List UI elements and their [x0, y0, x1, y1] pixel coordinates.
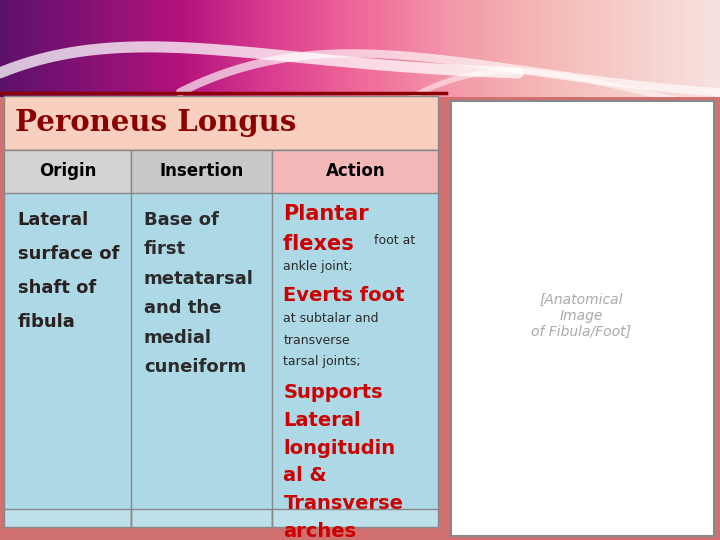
Text: Supports: Supports: [284, 383, 383, 402]
FancyBboxPatch shape: [4, 509, 130, 526]
FancyBboxPatch shape: [4, 150, 438, 526]
FancyBboxPatch shape: [130, 150, 272, 193]
Text: Plantar: Plantar: [284, 204, 369, 224]
Text: Action: Action: [325, 163, 385, 180]
Text: Lateral: Lateral: [284, 411, 361, 430]
Text: cuneiform: cuneiform: [144, 359, 246, 376]
Text: Insertion: Insertion: [159, 163, 243, 180]
Text: shaft of: shaft of: [18, 279, 96, 296]
FancyBboxPatch shape: [130, 509, 272, 526]
Text: [Anatomical
Image
of Fibula/Foot]: [Anatomical Image of Fibula/Foot]: [531, 293, 631, 339]
Text: first: first: [144, 240, 186, 258]
FancyBboxPatch shape: [272, 509, 438, 526]
Text: at subtalar and: at subtalar and: [284, 312, 379, 325]
Text: transverse: transverse: [284, 334, 350, 347]
Text: ankle joint;: ankle joint;: [284, 260, 353, 273]
Text: medial: medial: [144, 329, 212, 347]
Text: al &: al &: [284, 467, 327, 485]
Text: and the: and the: [144, 299, 221, 318]
Text: Base of: Base of: [144, 211, 219, 228]
Text: longitudin: longitudin: [284, 438, 395, 458]
Text: Everts foot: Everts foot: [284, 286, 405, 305]
FancyBboxPatch shape: [4, 96, 438, 150]
Text: Peroneus Longus: Peroneus Longus: [16, 108, 297, 137]
Text: flexes: flexes: [284, 234, 361, 254]
Text: Lateral: Lateral: [18, 211, 89, 228]
Text: arches: arches: [284, 522, 356, 540]
Text: surface of: surface of: [18, 245, 119, 262]
FancyBboxPatch shape: [272, 150, 438, 193]
Text: metatarsal: metatarsal: [144, 270, 253, 288]
Text: foot at: foot at: [374, 234, 415, 247]
Text: fibula: fibula: [18, 313, 76, 331]
FancyBboxPatch shape: [4, 150, 130, 193]
Text: Origin: Origin: [39, 163, 96, 180]
FancyBboxPatch shape: [451, 101, 714, 536]
Text: Transverse: Transverse: [284, 494, 403, 514]
Text: tarsal joints;: tarsal joints;: [284, 355, 361, 368]
